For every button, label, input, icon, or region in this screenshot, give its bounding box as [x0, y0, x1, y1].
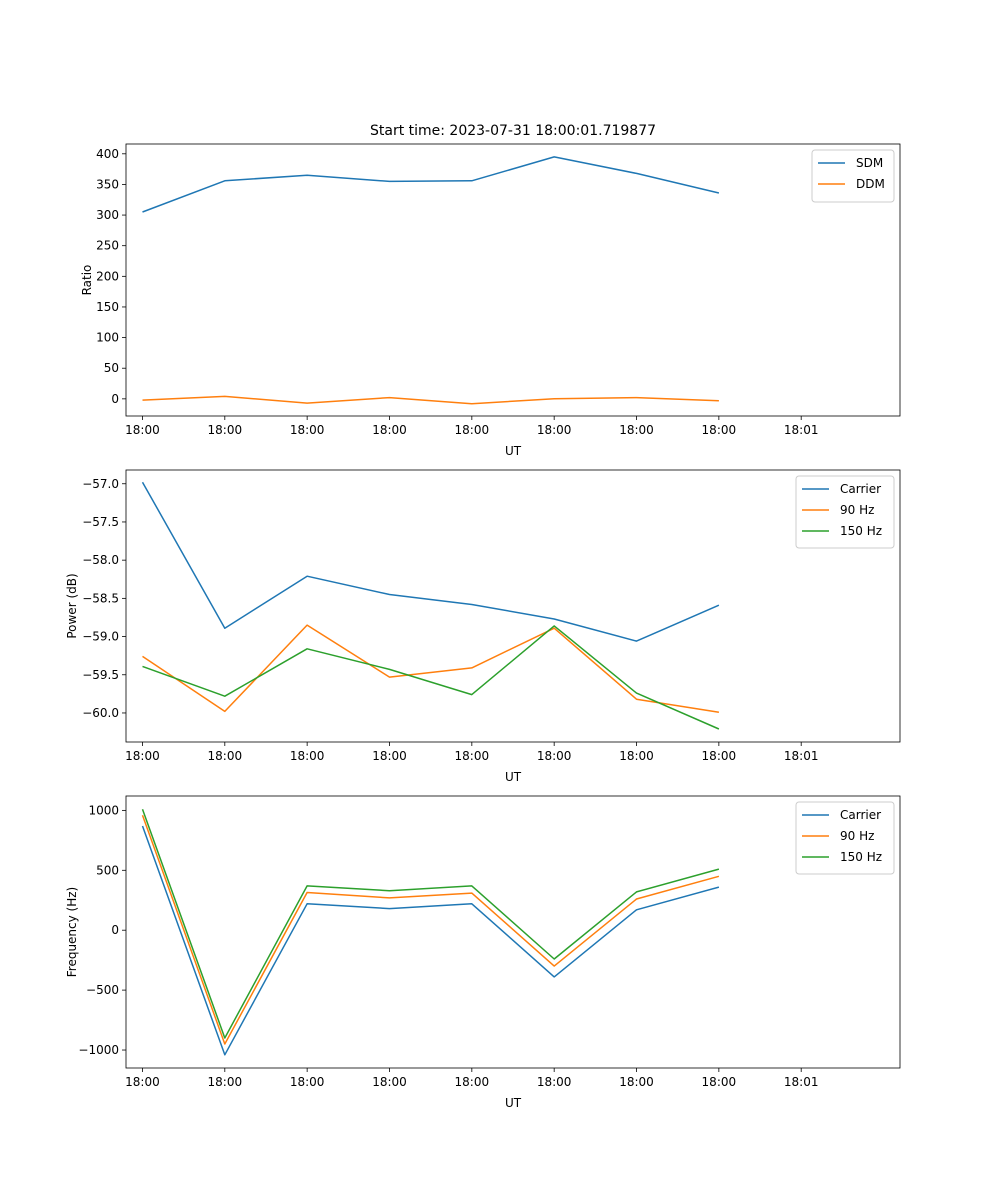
x-tick-label: 18:00 — [619, 423, 654, 437]
y-tick-label: 500 — [96, 863, 119, 877]
x-tick-label: 18:00 — [290, 423, 325, 437]
x-tick-label: 18:00 — [290, 1075, 325, 1089]
y-tick-label: −57.5 — [82, 515, 119, 529]
y-tick-label: 100 — [96, 331, 119, 345]
y-tick-label: 250 — [96, 239, 119, 253]
y-axis-label: Ratio — [80, 265, 94, 296]
x-tick-label: 18:01 — [784, 1075, 819, 1089]
x-tick-label: 18:00 — [125, 423, 160, 437]
x-tick-label: 18:00 — [455, 749, 490, 763]
legend: Carrier 90 Hz 150 Hz — [795, 475, 895, 549]
legend-box — [795, 801, 895, 875]
legend: SDM DDM — [811, 149, 895, 203]
x-axis-label: UT — [505, 1096, 522, 1110]
x-tick-label: 18:00 — [372, 423, 407, 437]
x-tick-label: 18:00 — [619, 749, 654, 763]
chart-3: 18:00 18:00 18:00 18:00 18:00 18:00 18:00 18:00… — [65, 795, 901, 1110]
x-axis-label: UT — [505, 444, 522, 458]
plot-frame — [125, 795, 901, 1069]
x-tick-label: 18:00 — [702, 1075, 737, 1089]
x-tick-label: 18:00 — [455, 423, 490, 437]
x-tick-label: 18:00 — [208, 423, 243, 437]
legend-label: 90 Hz — [840, 503, 874, 517]
y-tick-label: 150 — [96, 300, 119, 314]
y-tick-label: 50 — [104, 361, 119, 375]
x-tick-label: 18:00 — [372, 749, 407, 763]
x-tick-label: 18:00 — [537, 423, 572, 437]
series-line-150-hz — [142, 625, 720, 730]
legend-label: 150 Hz — [840, 850, 882, 864]
series-line-ddm — [142, 395, 719, 405]
x-tick-label: 18:00 — [537, 1075, 572, 1089]
chart-1: 18:00 18:00 18:00 18:00 18:00 18:00 18:00 18:00… — [80, 143, 901, 458]
figure-title: Start time: 2023-07-31 18:00:01.719877 — [370, 123, 656, 139]
y-tick-label: −57.0 — [82, 477, 119, 491]
y-tick-label: 0 — [111, 392, 119, 406]
y-tick-label: −58.5 — [82, 591, 119, 605]
y-tick-label: −60.0 — [82, 706, 119, 720]
series-line-carrier — [141, 825, 720, 1056]
legend-box — [795, 475, 895, 549]
y-tick-label: −1000 — [78, 1043, 119, 1057]
x-tick-label: 18:00 — [125, 1075, 160, 1089]
y-tick-label: 1000 — [88, 803, 119, 817]
y-tick-label: 200 — [96, 269, 119, 283]
x-tick-label: 18:00 — [208, 749, 243, 763]
x-tick-label: 18:01 — [784, 423, 819, 437]
series-line-sdm — [142, 156, 720, 213]
y-tick-label: 300 — [96, 208, 119, 222]
series-line-90-hz — [141, 814, 720, 1045]
y-tick-label: 350 — [96, 177, 119, 191]
x-tick-label: 18:00 — [702, 749, 737, 763]
y-tick-label: 400 — [96, 147, 119, 161]
x-tick-label: 18:00 — [619, 1075, 654, 1089]
x-tick-label: 18:00 — [208, 1075, 243, 1089]
y-tick-label: 0 — [111, 923, 119, 937]
charts-container: 18:00 18:00 18:00 18:00 18:00 18:00 18:00 18:00… — [65, 143, 901, 1110]
y-tick-label: −59.0 — [82, 630, 119, 644]
legend-label: DDM — [856, 177, 885, 191]
x-tick-label: 18:00 — [455, 1075, 490, 1089]
series-line-carrier — [141, 481, 720, 642]
x-tick-label: 18:00 — [372, 1075, 407, 1089]
x-tick-label: 18:01 — [784, 749, 819, 763]
x-axis-label: UT — [505, 770, 522, 784]
series-line-90-hz — [142, 624, 720, 713]
legend-label: Carrier — [840, 808, 881, 822]
y-axis-label: Power (dB) — [65, 573, 79, 638]
y-tick-label: −500 — [86, 983, 119, 997]
x-tick-label: 18:00 — [537, 749, 572, 763]
legend: Carrier 90 Hz 150 Hz — [795, 801, 895, 875]
legend-label: 90 Hz — [840, 829, 874, 843]
series-line-150-hz — [141, 808, 720, 1039]
legend-label: Carrier — [840, 482, 881, 496]
plot-frame — [125, 469, 901, 743]
legend-label: 150 Hz — [840, 524, 882, 538]
y-tick-label: −58.0 — [82, 553, 119, 567]
legend-label: SDM — [856, 156, 883, 170]
plot-frame — [125, 143, 901, 417]
x-tick-label: 18:00 — [290, 749, 325, 763]
y-axis-label: Frequency (Hz) — [65, 887, 79, 978]
x-tick-label: 18:00 — [702, 423, 737, 437]
y-tick-label: −59.5 — [82, 668, 119, 682]
x-tick-label: 18:00 — [125, 749, 160, 763]
chart-2: 18:00 18:00 18:00 18:00 18:00 18:00 18:00 18:00… — [65, 469, 901, 784]
